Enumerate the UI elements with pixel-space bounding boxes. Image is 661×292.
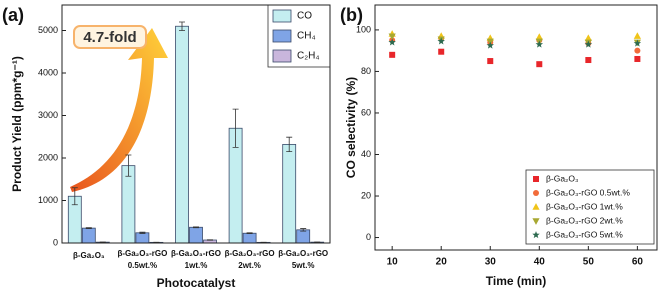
x-tick-label: β-Ga₂O₃-rGO <box>171 249 221 258</box>
marker <box>388 38 396 46</box>
error-bar <box>125 154 132 177</box>
bar <box>296 229 311 244</box>
y-tick-label: 60 <box>361 107 371 117</box>
bar <box>135 232 150 244</box>
x-tick-label: β-Ga₂O₃ <box>73 251 105 260</box>
legend-marker <box>533 176 539 182</box>
x-tick-label: 20 <box>436 257 448 268</box>
y-tick-label: 2000 <box>38 152 58 162</box>
marker <box>584 40 593 48</box>
increase-arrow <box>70 28 168 192</box>
plot-frame <box>61 4 331 244</box>
y-tick-label: 3000 <box>38 110 58 120</box>
legend-label: C₂H₄ <box>297 51 319 62</box>
x-axis-label: Photocatalyst <box>157 276 236 290</box>
error-bar <box>232 108 239 148</box>
bar <box>242 232 257 244</box>
bar <box>121 165 136 244</box>
x-tick-label: 40 <box>534 257 546 268</box>
legend-marker <box>532 218 540 225</box>
x-tick-label: β-Ga₂O₃-rGO <box>117 249 167 258</box>
x-tick-label: 30 <box>485 257 497 268</box>
marker <box>634 47 641 54</box>
x-tick-label: 50 <box>583 257 595 268</box>
legend-marker <box>533 190 539 196</box>
y-axis-label: CO selectivity (%) <box>344 77 358 178</box>
legend-swatch <box>272 29 292 43</box>
marker <box>438 48 445 55</box>
error-bar <box>179 21 185 31</box>
x-axis-label: Time (min) <box>486 274 546 288</box>
legend <box>525 169 655 245</box>
y-tick-label: 100 <box>356 24 371 34</box>
marker <box>388 33 396 41</box>
y-tick-label: 20 <box>361 190 371 200</box>
bar <box>282 143 297 244</box>
y-tick-label: 40 <box>361 149 371 159</box>
marker <box>486 41 494 49</box>
x-tick-label: 2wt.% <box>238 261 261 270</box>
legend-label: CH₄ <box>297 31 316 42</box>
bar <box>175 25 189 244</box>
y-tick-label: 5000 <box>38 25 58 35</box>
legend-label: β-Ga₂O₃-rGO 1wt.% <box>546 201 623 211</box>
marker <box>487 58 494 65</box>
y-tick-label: 4000 <box>38 67 58 77</box>
x-tick-label: 0.5wt.% <box>128 261 157 270</box>
error-bar <box>139 231 146 234</box>
legend-label: β-Ga₂O₃ <box>546 173 578 183</box>
bar <box>81 227 96 244</box>
marker <box>535 33 543 40</box>
marker <box>633 32 641 39</box>
x-tick-label: 10 <box>387 257 399 268</box>
bar <box>189 226 203 244</box>
y-axis-label: Product Yield (ppm*g⁻¹) <box>10 56 24 192</box>
plot-frame <box>374 4 658 251</box>
marker <box>585 57 592 64</box>
y-tick-label: 1000 <box>38 195 58 205</box>
marker <box>633 39 642 47</box>
error-bar <box>300 228 307 232</box>
error-bar <box>71 187 78 206</box>
error-bar <box>85 227 92 229</box>
marker <box>535 40 544 48</box>
error-bar <box>286 136 293 153</box>
x-tick-label: 60 <box>632 257 644 268</box>
x-tick-label: 1wt.% <box>185 261 208 270</box>
y-tick-label: 80 <box>361 66 371 76</box>
legend-label: β-Ga₂O₃-rGO 5wt.% <box>546 229 623 239</box>
legend-marker <box>532 203 540 210</box>
y-tick-label: 0 <box>366 232 371 242</box>
x-tick-label: β-Ga₂O₃-rGO <box>225 249 275 258</box>
x-tick-label: 5wt.% <box>292 261 315 270</box>
marker <box>634 55 641 62</box>
marker <box>536 61 543 68</box>
error-bar <box>193 226 199 229</box>
annotation-box <box>73 25 147 49</box>
error-bar <box>246 232 253 235</box>
legend-label: CO <box>297 11 312 22</box>
annotation: 4.7-fold <box>83 29 136 46</box>
legend-label: β-Ga₂O₃-rGO 2wt.% <box>546 215 623 225</box>
marker <box>584 34 592 41</box>
marker <box>437 37 445 45</box>
x-tick-label: β-Ga₂O₃-rGO <box>278 249 328 258</box>
marker <box>389 51 396 58</box>
legend-marker <box>532 231 540 239</box>
panel-label: (b) <box>340 5 363 25</box>
panel-label: (a) <box>2 5 24 25</box>
legend-label: β-Ga₂O₃-rGO 0.5wt.% <box>546 187 630 197</box>
legend-swatch <box>272 9 292 23</box>
legend-swatch <box>272 49 292 63</box>
y-tick-label: 0 <box>53 237 58 247</box>
